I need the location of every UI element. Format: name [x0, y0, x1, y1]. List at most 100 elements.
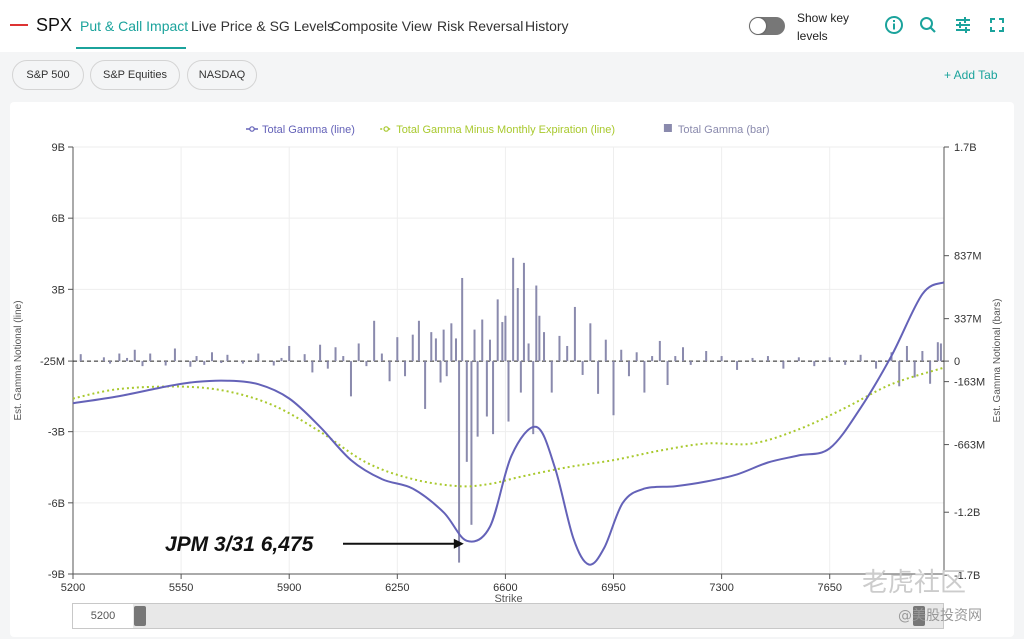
gamma-bar [272, 361, 275, 366]
gamma-bar [203, 361, 206, 365]
tab-composite-view[interactable]: Composite View [331, 18, 432, 34]
gamma-bar [133, 349, 136, 362]
gamma-bar [461, 277, 464, 362]
add-tab-button[interactable]: + Add Tab [944, 68, 998, 82]
gamma-bar [651, 356, 654, 362]
gamma-bar [424, 361, 427, 409]
tab-live-price-sg-levels[interactable]: Live Price & SG Levels [191, 18, 335, 34]
y-left-tick-label: -25M [40, 356, 65, 368]
gamma-bar [373, 320, 376, 362]
gamma-bar [210, 352, 213, 362]
gamma-bar [396, 337, 399, 362]
gamma-bar [751, 357, 754, 362]
gamma-bar [689, 361, 692, 365]
y-right-tick-label: -663M [954, 440, 985, 452]
show-key-levels-label: Show key levels [797, 11, 850, 43]
gamma-bar [164, 361, 167, 366]
y-axis-right-label: Est. Gamma Notional (bars) [992, 299, 1003, 423]
chip-sp-equities[interactable]: S&P Equities [90, 60, 180, 90]
legend-swatch-bar [663, 124, 672, 132]
gamma-bar [828, 357, 831, 362]
gamma-bar [581, 361, 584, 375]
gamma-bar [844, 361, 847, 365]
gamma-bar [458, 361, 461, 563]
total-gamma-line [72, 281, 945, 566]
gamma-bar [782, 361, 785, 369]
gamma-bar [349, 361, 352, 397]
tab-risk-reversal[interactable]: Risk Reversal [437, 18, 524, 34]
gamma-bar [280, 357, 283, 362]
legend-label: Total Gamma Minus Monthly Expiration (li… [396, 124, 615, 136]
y-left-tick-label: 6B [52, 213, 65, 225]
x-tick-label: 5550 [169, 582, 193, 594]
watermark-handle: @美股投资网 [898, 608, 982, 624]
gamma-bar [666, 361, 669, 386]
x-tick-label: 6950 [601, 582, 625, 594]
gamma-bar [109, 361, 112, 364]
sliders-icon[interactable] [953, 15, 973, 35]
gamma-bar [492, 361, 495, 435]
tab-put-call-impact[interactable]: Put & Call Impact [80, 18, 189, 34]
gamma-bar [439, 361, 442, 383]
scrollbar-left-handle[interactable] [134, 606, 146, 626]
scrollbar-right-handle[interactable] [913, 606, 925, 626]
search-icon[interactable] [918, 15, 938, 35]
gamma-bar [597, 361, 600, 394]
gamma-bar [257, 353, 260, 362]
gamma-bar [126, 357, 129, 362]
y-left-tick-label: -6B [48, 498, 65, 510]
show-key-levels-toggle[interactable] [749, 17, 785, 35]
gamma-bar [485, 361, 488, 417]
gamma-bar [507, 361, 510, 422]
gamma-bar [102, 357, 105, 362]
chip-sp500[interactable]: S&P 500 [12, 60, 84, 90]
gamma-bar [929, 361, 932, 384]
gamma-bar [141, 361, 144, 367]
legend-swatch-dot [383, 126, 390, 132]
gamma-bar [643, 361, 646, 393]
gamma-bar [445, 361, 448, 377]
gamma-bar [797, 357, 800, 362]
tab-history[interactable]: History [525, 18, 569, 34]
y-right-tick-label: -1.7B [954, 570, 980, 582]
y-left-tick-label: -3B [48, 427, 65, 439]
chip-nasdaq[interactable]: NASDAQ [187, 60, 257, 90]
fullscreen-icon[interactable] [987, 15, 1007, 35]
info-icon[interactable] [884, 15, 904, 35]
gamma-chart[interactable]: 9B 6B 3B -25M -3B -6B -9B 1.7B 837M 337M 0 -163M -66… [10, 102, 1014, 637]
y-right-tick-label: 1.7B [954, 142, 977, 154]
gamma-bar [504, 315, 507, 362]
gamma-bar [558, 335, 561, 362]
gamma-bar [522, 262, 525, 362]
gamma-bar [658, 340, 661, 362]
x-tick-label: 5900 [277, 582, 301, 594]
gamma-bar [434, 338, 437, 362]
gamma-bar [79, 354, 82, 362]
gamma-bar [527, 343, 530, 362]
spotgamma-logo [10, 22, 28, 28]
gamma-bar [921, 351, 924, 362]
gamma-bar [736, 361, 739, 370]
watermark-community: 老虎社区 [862, 568, 967, 598]
chart-panel: 9B 6B 3B -25M -3B -6B -9B 1.7B 837M 337M 0 -163M -66… [10, 102, 1014, 637]
gamma-bar [674, 356, 677, 362]
gamma-bar [766, 356, 769, 362]
gamma-bar [417, 320, 420, 362]
gamma-bar [512, 257, 515, 362]
y-right-tick-label: -1.2B [954, 507, 980, 519]
gamma-bar [319, 344, 322, 362]
gamma-bar [365, 361, 368, 367]
gamma-bar [411, 334, 414, 362]
x-axis-label: Strike [494, 593, 522, 605]
chart-range-scrollbar[interactable]: 5200 [72, 603, 944, 629]
gamma-bar [326, 361, 329, 369]
legend-label: Total Gamma (bar) [678, 124, 770, 136]
chart-legend: Total Gamma (line) Total Gamma Minus Mont… [246, 124, 770, 136]
gamma-bar [149, 353, 152, 362]
gamma-bar [705, 351, 708, 362]
gamma-bar [519, 361, 522, 393]
gamma-bar [220, 361, 223, 363]
gamma-bar [939, 343, 942, 362]
gamma-bar [589, 323, 592, 362]
gamma-bar [476, 361, 479, 437]
